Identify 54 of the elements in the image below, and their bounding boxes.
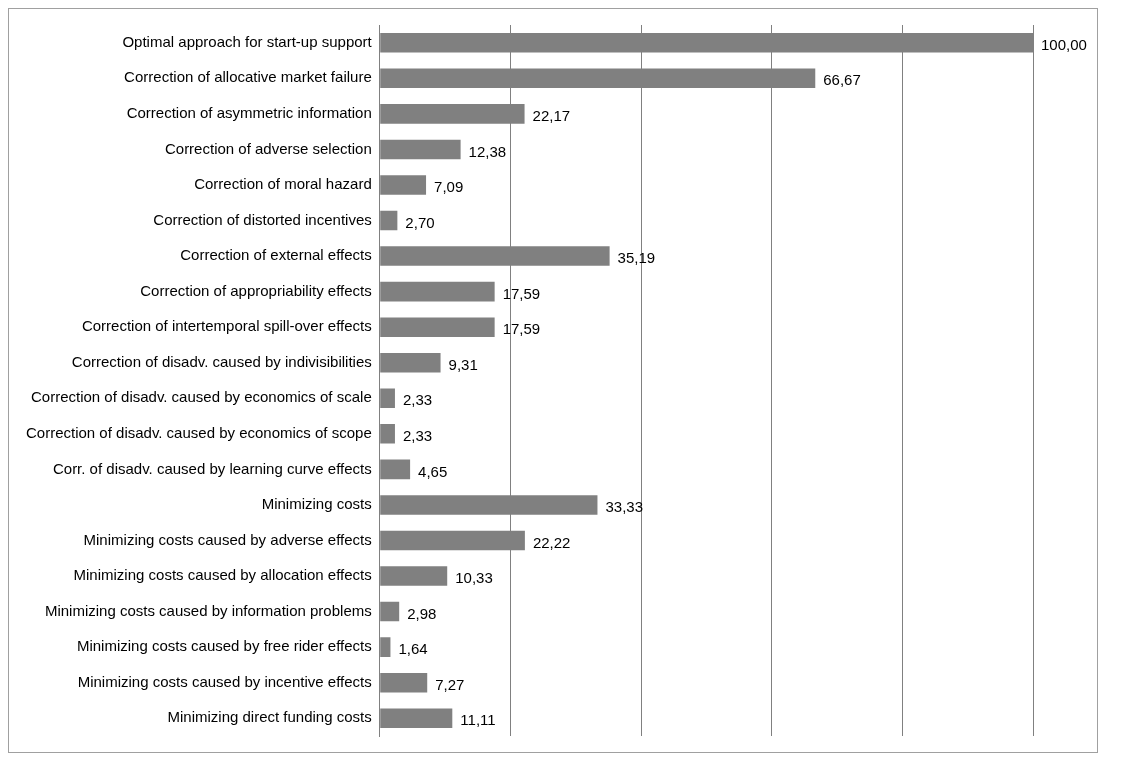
data-label: 7,09 (434, 178, 464, 196)
y-tick-label: Minimizing costs caused by incentive effects (77, 672, 372, 690)
bar (380, 459, 411, 480)
y-tick-label: Correction of disadv. caused by economics of scale (31, 388, 372, 406)
data-label: 2,33 (402, 426, 433, 444)
bar (380, 388, 395, 409)
data-label: 9,31 (448, 355, 478, 373)
data-label: 22,17 (532, 107, 571, 125)
y-tick-label: Correction of disadv. caused by economics of scope (26, 423, 372, 441)
data-label: 100,00 (1041, 35, 1087, 53)
data-label: 11,11 (460, 711, 496, 729)
y-tick-label: Minimizing costs caused by adverse effects (83, 530, 372, 548)
data-label: 17,59 (502, 284, 541, 302)
data-label: 12,38 (468, 142, 507, 160)
bar (380, 352, 441, 373)
bar (380, 139, 461, 160)
y-tick-label: Minimizing costs caused by free rider effects (76, 637, 372, 655)
bar (380, 424, 395, 444)
data-label: 2,70 (405, 213, 435, 231)
bar (380, 672, 428, 693)
y-tick-label: Correction of external effects (180, 246, 372, 264)
bar (380, 175, 427, 195)
bar (380, 317, 495, 337)
y-tick-label: Correction of intertemporal spill-over effects (81, 317, 372, 335)
data-label: 7,27 (435, 675, 465, 693)
bar (380, 601, 400, 622)
bar (380, 637, 391, 657)
bar (380, 281, 495, 302)
y-tick-label: Correction of appropriability effects (140, 281, 372, 299)
y-tick-label: Correction of distorted incentives (153, 210, 372, 228)
y-tick-label: Correction of adverse selection (164, 139, 372, 157)
y-tick-label: Correction of asymmetric information (126, 104, 372, 122)
data-label: 33,33 (605, 498, 644, 516)
bar (380, 210, 398, 231)
y-tick-label: Corr. of disadv. caused by learning curve effects (52, 459, 372, 477)
data-label: 4,65 (418, 462, 448, 480)
data-label: 35,19 (617, 249, 656, 267)
bar (380, 566, 448, 586)
data-label: 17,59 (502, 320, 541, 338)
bar (380, 708, 453, 728)
y-tick-label: Optimal approach for start-up support (122, 32, 373, 50)
y-tick-label: Minimizing costs caused by information problems (44, 601, 372, 619)
y-tick-label: Correction of disadv. caused by indivisibilities (71, 352, 372, 370)
y-tick-label: Minimizing costs caused by allocation effects (73, 566, 372, 584)
y-tick-label: Minimizing direct funding costs (167, 708, 372, 726)
data-label: 10,33 (455, 569, 493, 587)
data-label: 22,22 (532, 533, 571, 551)
y-tick-label: Minimizing costs (261, 495, 372, 513)
data-label: 2,33 (402, 391, 433, 409)
data-label: 1,64 (398, 640, 428, 658)
y-tick-label: Correction of allocative market failure (124, 68, 372, 86)
y-tick-label: Correction of moral hazard (194, 175, 372, 193)
data-label: 66,67 (823, 71, 861, 89)
data-label: 2,98 (407, 604, 437, 622)
